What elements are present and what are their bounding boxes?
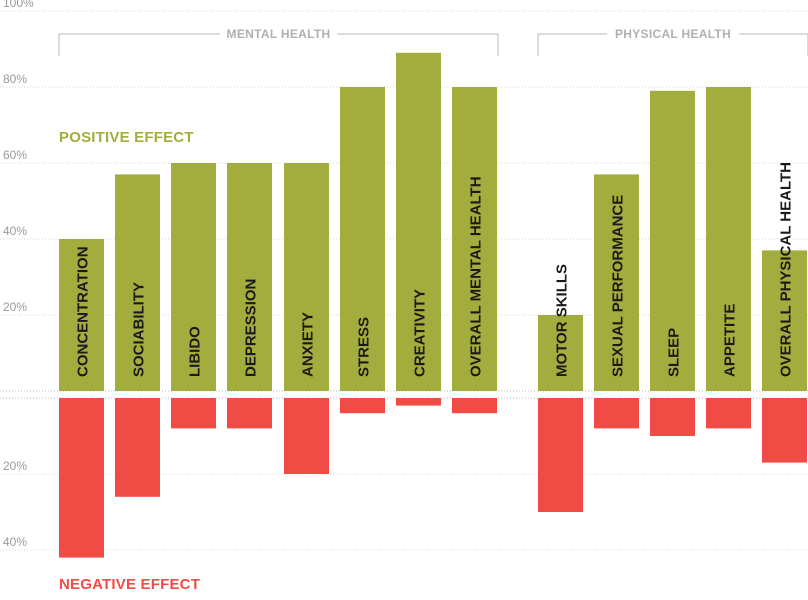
bar-positive	[284, 163, 329, 391]
category-label: CREATIVITY	[412, 289, 429, 377]
category-label: SLEEP	[666, 328, 683, 377]
category-label: MOTOR SKILLS	[554, 264, 571, 377]
category-label: CONCENTRATION	[75, 246, 92, 377]
bar-negative	[452, 398, 497, 414]
tick-label-positive: 60%	[3, 148, 27, 162]
bar-positive	[59, 239, 104, 391]
bar-negative	[594, 398, 639, 429]
bar-negative	[227, 398, 272, 429]
bar-positive	[115, 174, 160, 391]
tick-label-negative: 20%	[3, 459, 27, 473]
group-bracket	[537, 33, 808, 56]
bar-negative	[650, 398, 695, 436]
negative-effect-legend: NEGATIVE EFFECT	[59, 576, 201, 593]
bar-negative	[59, 398, 104, 558]
category-label: OVERALL MENTAL HEALTH	[468, 176, 485, 377]
category-label: LIBIDO	[187, 326, 204, 377]
tick-label-positive: 80%	[3, 72, 27, 86]
bar-negative	[396, 398, 441, 406]
tick-label-positive: 40%	[3, 224, 27, 238]
axis-ticks: 20% 40% 60% 80% 100% 20% 40%	[3, 0, 34, 549]
bar-positive	[452, 87, 497, 391]
bar-positive	[396, 52, 441, 392]
bar-positive	[650, 90, 695, 392]
category-label: DEPRESSION	[243, 279, 260, 377]
bar-negative	[171, 398, 216, 429]
bar-positive	[706, 87, 751, 391]
group-label: PHYSICAL HEALTH	[615, 27, 731, 41]
bar-negative	[115, 398, 160, 497]
tick-label-positive: 20%	[3, 300, 27, 314]
bar-negative	[762, 398, 807, 463]
bar-positive	[227, 163, 272, 391]
category-label: ANXIETY	[300, 312, 317, 377]
tick-label-positive: 100%	[3, 0, 34, 10]
group-label: MENTAL HEALTH	[227, 27, 331, 41]
bar-positive	[538, 315, 583, 391]
bar-negative	[538, 398, 583, 512]
positive-effect-legend: POSITIVE EFFECT	[59, 129, 194, 146]
bar-labels: CONCENTRATION SOCIABILITY LIBIDO DEPRESSION…	[75, 162, 795, 377]
bar-positive	[762, 250, 807, 391]
category-label: APPETITE	[722, 304, 739, 377]
bars	[59, 52, 807, 558]
group-brackets: MENTAL HEALTH PHYSICAL HEALTH	[58, 27, 808, 56]
bar-negative	[284, 398, 329, 474]
category-label: OVERALL PHYSICAL HEALTH	[778, 162, 795, 377]
category-label: SOCIABILITY	[131, 282, 148, 377]
category-label: SEXUAL PERFORMANCE	[610, 195, 627, 377]
bar-positive	[340, 87, 385, 391]
group-bracket	[58, 33, 499, 56]
bar-negative	[340, 398, 385, 414]
bar-positive	[594, 174, 639, 391]
category-label: STRESS	[356, 317, 373, 377]
bar-positive	[171, 163, 216, 391]
tick-label-negative: 40%	[3, 535, 27, 549]
bar-negative	[706, 398, 751, 429]
